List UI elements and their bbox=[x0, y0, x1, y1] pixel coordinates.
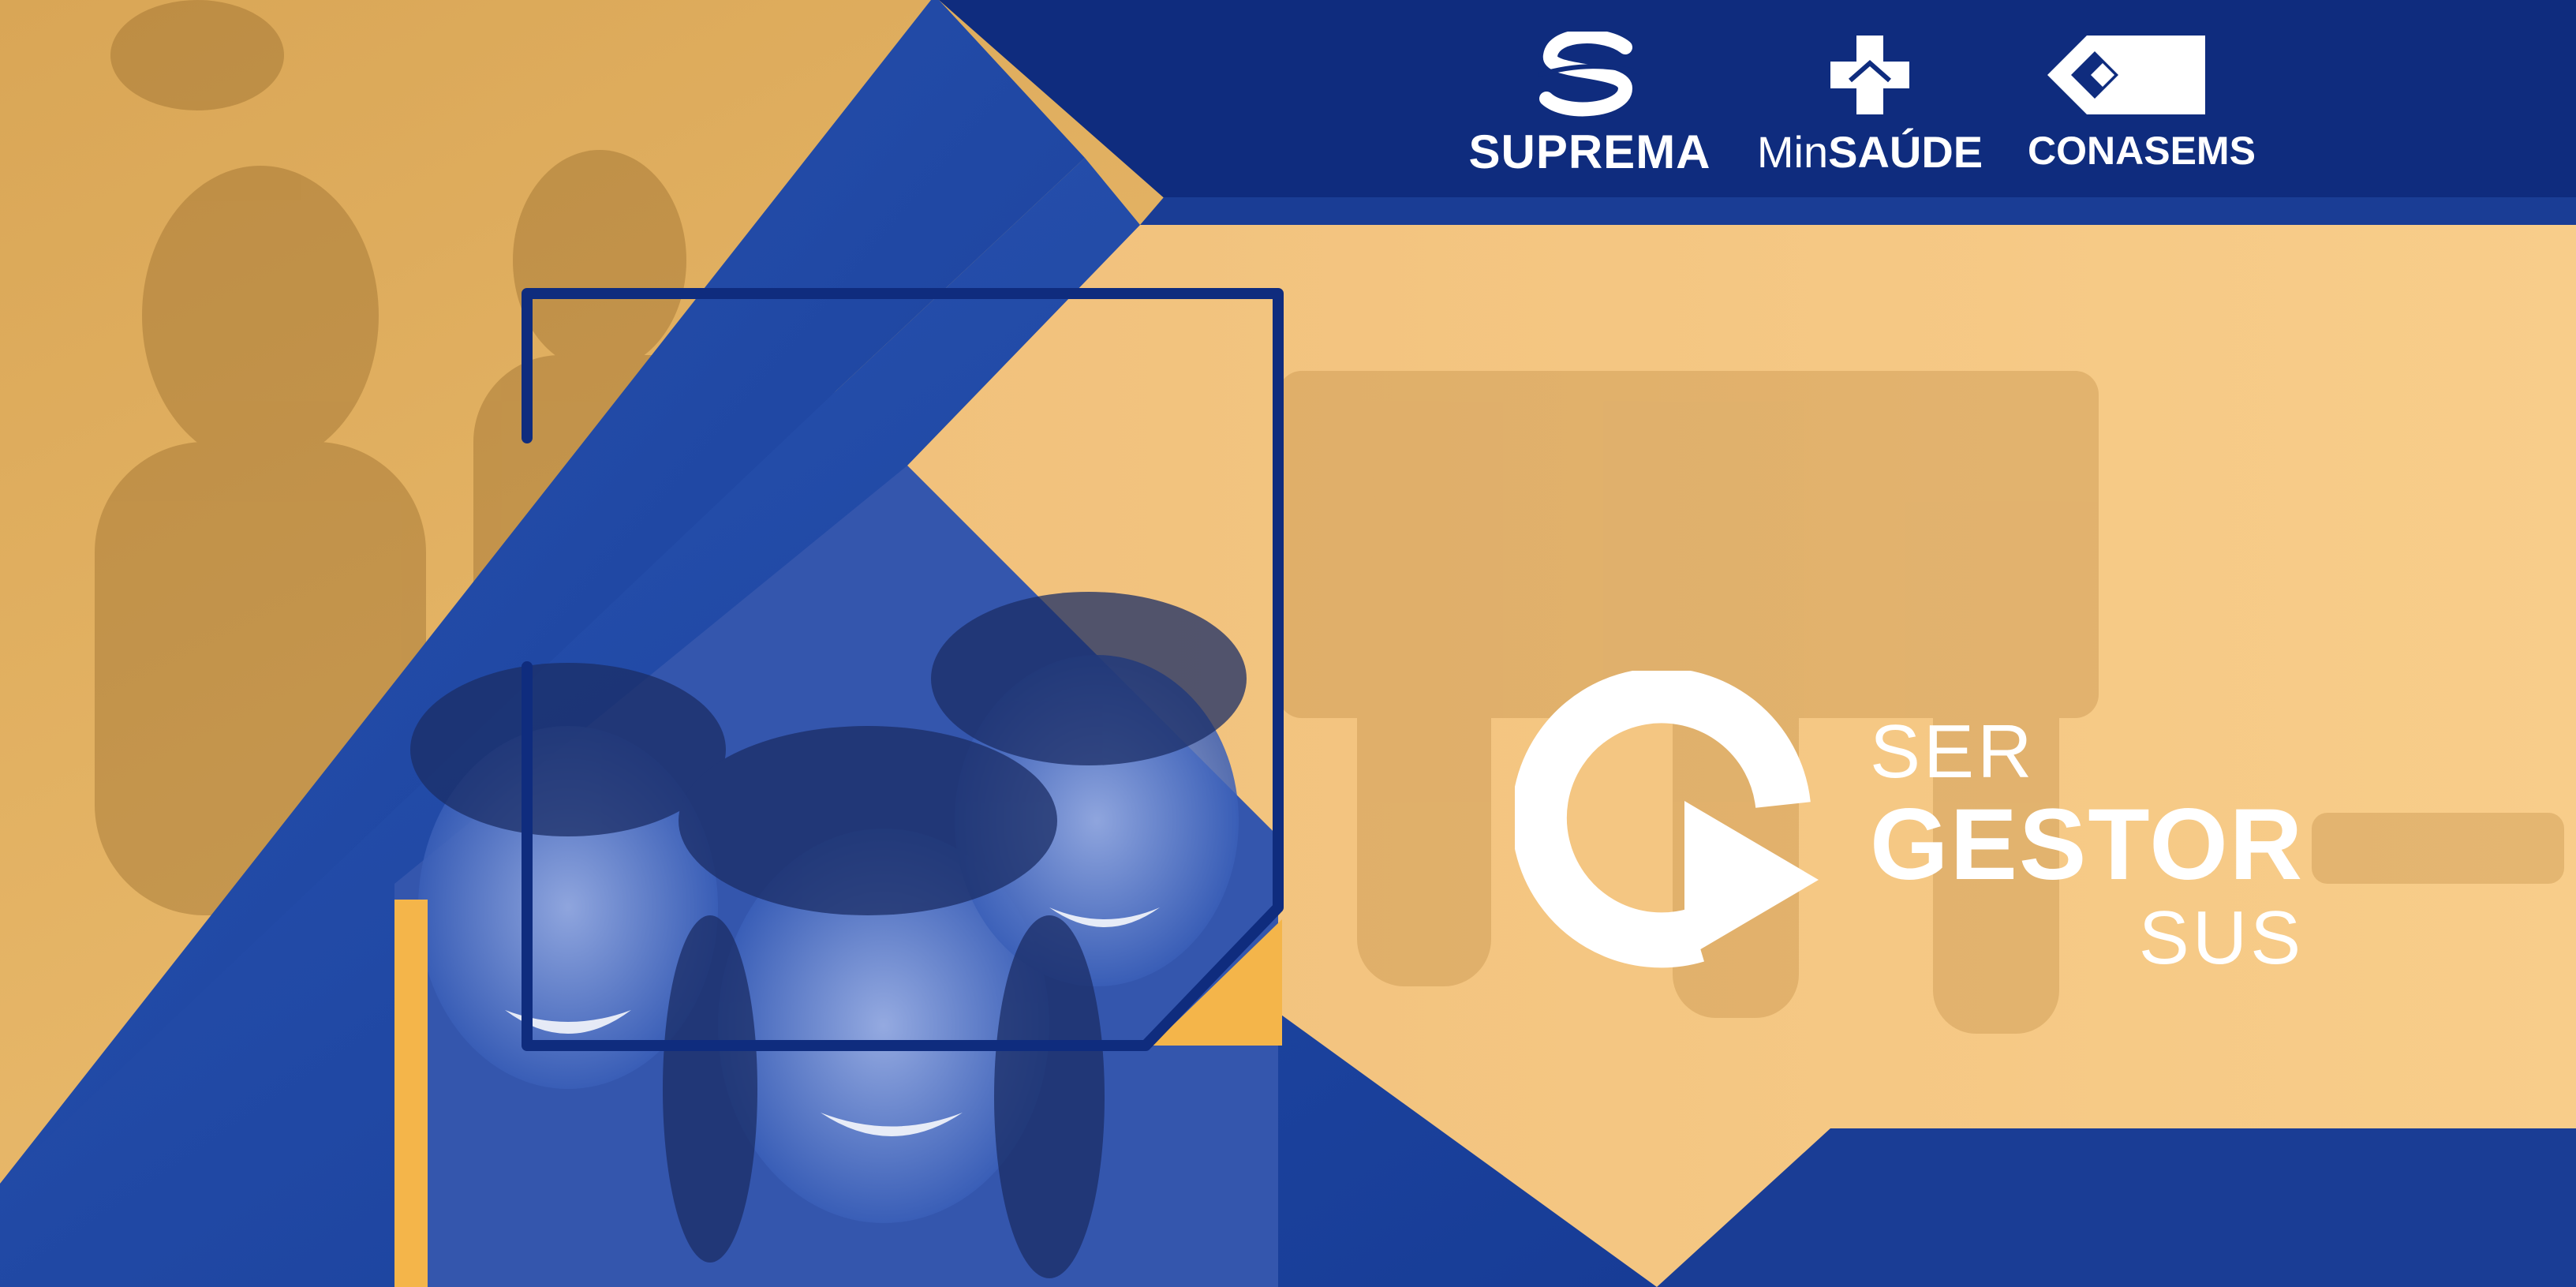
navy-frame-outline bbox=[522, 288, 1284, 1051]
minsaude-label: MinSAÚDE bbox=[1755, 126, 1984, 178]
gold-bar-accent bbox=[394, 900, 428, 1287]
suprema-s-icon bbox=[1538, 32, 1642, 117]
ser-gestor-sus-brand: SER GESTOR SUS bbox=[1515, 671, 2320, 986]
footer-band bbox=[1657, 1128, 2576, 1287]
brand-line-ser: SER bbox=[1870, 709, 2036, 794]
minsaude-logo: MinSAÚDE bbox=[1755, 32, 1984, 181]
suprema-label: SUPREMA bbox=[1468, 125, 1711, 178]
gold-corner-accent bbox=[1152, 919, 1282, 1046]
header-band-edge bbox=[1140, 197, 2576, 225]
minsaude-label-light: Min bbox=[1756, 127, 1829, 177]
play-ring-icon bbox=[1515, 671, 1819, 968]
conasems-logo: CONASEMS bbox=[2028, 32, 2256, 181]
conasems-c-icon bbox=[2047, 36, 2205, 114]
brand-line-sus: SUS bbox=[2138, 896, 2305, 980]
conasems-label: CONASEMS bbox=[2028, 129, 2256, 173]
suprema-logo: SUPREMA bbox=[1464, 32, 1716, 181]
people-photo bbox=[394, 466, 1278, 1287]
brand-line-gestor: GESTOR bbox=[1870, 788, 2305, 901]
health-cross-icon bbox=[1830, 36, 1909, 114]
partner-logos: SUPREMA MinSAÚDE CONASEMS bbox=[1464, 32, 2256, 181]
minsaude-label-bold: SAÚDE bbox=[1828, 127, 1983, 177]
brand-wordmark: SER GESTOR SUS bbox=[1870, 714, 2304, 976]
